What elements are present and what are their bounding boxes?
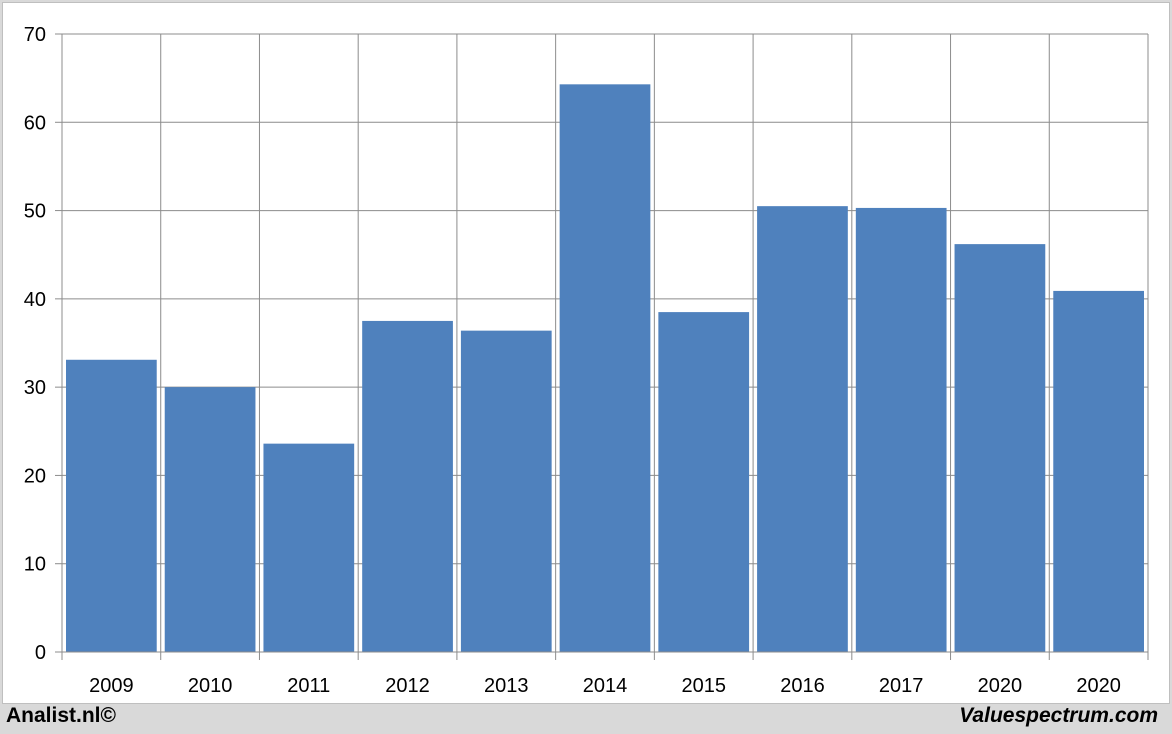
bar-2020 xyxy=(954,244,1046,652)
x-tick-label: 2017 xyxy=(879,675,924,697)
bar-2016 xyxy=(757,206,848,652)
y-tick-label: 0 xyxy=(35,642,46,664)
y-tick-label: 40 xyxy=(24,289,46,311)
bar-2013 xyxy=(460,330,552,652)
x-tick-label: 2012 xyxy=(385,675,430,697)
bar-2009 xyxy=(66,359,157,652)
tick-labels: 0 10 20 30 40 50 60 70 2009 2010 2011 2012 2013 2014 2… xyxy=(24,24,1121,697)
x-tick-label: 2016 xyxy=(780,675,825,697)
bar-2015 xyxy=(658,312,750,652)
axes xyxy=(55,33,1149,660)
bar-2017 xyxy=(855,207,947,652)
y-tick-label: 50 xyxy=(24,201,46,223)
y-tick-label: 10 xyxy=(24,554,46,576)
x-tick-label: 2020 xyxy=(978,675,1023,697)
chart-frame: 0 10 20 30 40 50 60 70 2009 2010 2011 2012 2013 2014 2… xyxy=(2,2,1170,704)
x-tick-label: 2011 xyxy=(287,675,330,697)
x-tick-label: 2020 xyxy=(1076,675,1121,697)
x-tick-label: 2014 xyxy=(583,675,628,697)
bars xyxy=(66,84,1144,652)
bar-2014 xyxy=(559,84,651,652)
bar-2011 xyxy=(263,443,355,652)
brand-label: Valuespectrum.com xyxy=(959,704,1158,727)
y-tick-label: 30 xyxy=(24,377,46,399)
y-tick-label: 60 xyxy=(24,112,46,134)
bar-chart: 0 10 20 30 40 50 60 70 2009 2010 2011 2012 2013 2014 2… xyxy=(24,24,1149,697)
x-tick-label: 2010 xyxy=(188,675,233,697)
x-tick-label: 2015 xyxy=(681,675,726,697)
bar-2020 xyxy=(1053,290,1144,652)
y-tick-label: 20 xyxy=(24,465,46,487)
x-tick-label: 2009 xyxy=(89,675,134,697)
bar-2012 xyxy=(362,320,453,652)
bar-2010 xyxy=(164,387,256,652)
x-tick-label: 2013 xyxy=(484,675,529,697)
y-tick-label: 70 xyxy=(24,24,46,46)
source-label: Analist.nl© xyxy=(6,704,116,727)
